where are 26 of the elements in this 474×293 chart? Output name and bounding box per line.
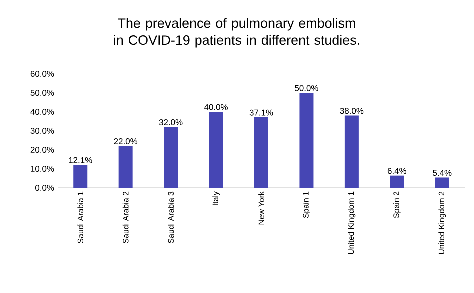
y-tick-label: 0.0% xyxy=(36,185,54,191)
bar xyxy=(209,112,224,188)
bar xyxy=(344,116,359,188)
y-tick-label: 40.0% xyxy=(30,109,54,115)
bar xyxy=(390,176,404,188)
bar xyxy=(300,93,314,188)
data-label: 12.1% xyxy=(69,157,92,164)
chart-title: The prevalence of pulmonary embolism in COVID-19 patients in different studies. xyxy=(114,18,360,48)
y-tick-label: 30.0% xyxy=(30,128,54,134)
data-label: 37.1% xyxy=(250,110,274,116)
y-tick-label: 50.0% xyxy=(30,90,54,96)
bar xyxy=(118,146,133,188)
bar xyxy=(164,127,178,188)
bar xyxy=(74,165,88,188)
bar xyxy=(254,118,268,188)
data-label: 32.0% xyxy=(159,120,183,126)
y-tick-label: 20.0% xyxy=(30,147,54,153)
data-label: 22.0% xyxy=(114,138,138,145)
y-tick-label: 60.0% xyxy=(30,71,54,77)
data-label: 6.4% xyxy=(388,168,407,174)
bar xyxy=(435,178,450,188)
data-label: 50.0% xyxy=(295,85,318,92)
data-label: 40.0% xyxy=(204,104,228,110)
data-label: 38.0% xyxy=(340,108,364,114)
data-label: 5.4% xyxy=(433,170,452,176)
y-tick-label: 10.0% xyxy=(31,166,54,172)
